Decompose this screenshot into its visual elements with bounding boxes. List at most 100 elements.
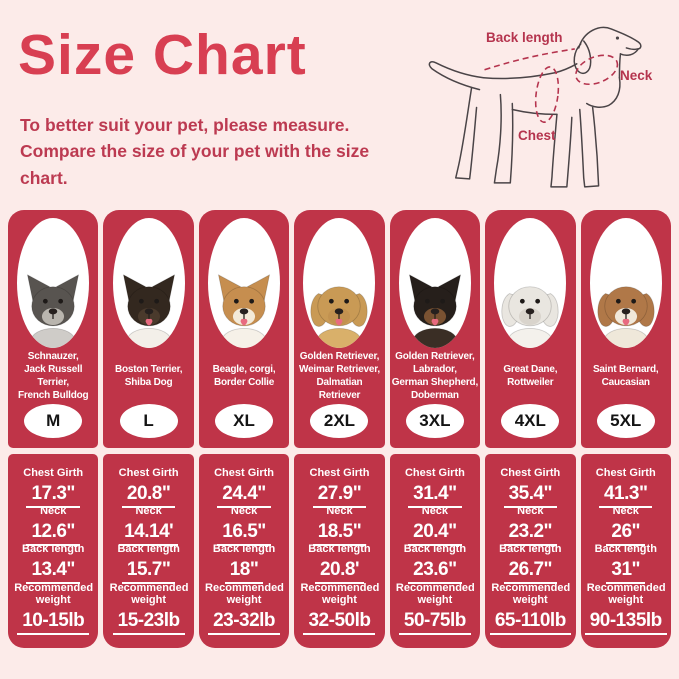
weight-value: 15-23lb <box>112 609 185 635</box>
weight-label: Recommended weight <box>109 581 189 607</box>
dog-ear-outline <box>573 40 592 75</box>
dog-front-leg-near <box>550 113 573 188</box>
dog-rear-leg-near <box>493 93 514 184</box>
breed-names: Boston Terrier, Shiba Dog <box>114 363 183 388</box>
breed-names: Golden Retriever, Weimar Retriever, Dalm… <box>299 350 380 402</box>
breed-card: Beagle, corgi, Border Collie XL <box>198 210 290 448</box>
weight-group: Recommended weight 90-135lb <box>582 581 670 635</box>
neck-group: Neck 20.4" <box>391 505 479 546</box>
size-badge: XL <box>215 404 274 438</box>
back-length-value: 20.8' <box>314 559 364 585</box>
size-badge: 3XL <box>405 404 464 438</box>
dog-photo <box>208 218 281 348</box>
chest-girth-label: Chest Girth <box>118 467 179 479</box>
breed-card: Boston Terrier, Shiba Dog L <box>103 210 194 448</box>
weight-group: Recommended weight 10-15lb <box>9 582 97 635</box>
weight-group: Recommended weight 15-23lb <box>104 581 192 635</box>
neck-measure-ellipse <box>575 54 619 86</box>
chest-girth-group: Chest Girth 31.4" <box>391 467 479 508</box>
neck-value: 12.6" <box>26 520 80 546</box>
chest-girth-value: 31.4" <box>408 482 462 508</box>
size-label: 2XL <box>323 411 356 430</box>
size-badge: 4XL <box>501 404 560 438</box>
size-column: Golden Retriever, Labrador, German Sheph… <box>389 210 481 648</box>
dog-outline-drawing <box>428 26 642 188</box>
back-length-group: Back length 23.6" <box>391 543 479 585</box>
size-label: 3XL <box>419 411 451 430</box>
dog-mouth-line <box>619 48 640 56</box>
breed-names: Schnauzer, Jack Russell Terrier, French … <box>17 350 89 402</box>
dog-photo <box>303 218 376 348</box>
dog-photo <box>589 218 662 348</box>
dog-photo <box>494 218 567 348</box>
neck-value: 23.2" <box>503 520 558 546</box>
neck-label: Neck <box>421 505 449 518</box>
back-length-label: Back length <box>594 543 657 556</box>
breed-card: Golden Retriever, Labrador, German Sheph… <box>389 210 481 448</box>
weight-value: 65-110lb <box>489 609 571 635</box>
chest-girth-group: Chest Girth 24.4" <box>200 467 288 508</box>
dog-photo <box>112 218 185 348</box>
dog-tail-outline <box>428 61 485 91</box>
weight-group: Recommended weight 65-110lb <box>486 582 574 635</box>
back-length-group: Back length 13.4" <box>9 543 97 585</box>
measurements-card: Chest Girth 41.3" Neck 26" Back length 3… <box>580 454 671 648</box>
dog-head-outline <box>578 26 642 51</box>
measurements-card: Chest Girth 17.3" Neck 12.6" Back length… <box>8 454 99 648</box>
breed-names: Golden Retriever, Labrador, German Sheph… <box>391 350 479 402</box>
back-length-value: 13.4" <box>26 559 80 585</box>
back-length-measure-line <box>484 48 575 71</box>
neck-value: 14.14' <box>119 520 179 546</box>
measurements-card: Chest Girth 24.4" Neck 16.5" Back length… <box>198 454 290 648</box>
weight-label: Recommended weight <box>300 581 380 607</box>
back-length-value: 31" <box>606 559 646 585</box>
weight-group: Recommended weight 32-50lb <box>295 581 383 635</box>
back-length-value: 23.6" <box>408 559 462 585</box>
back-length-label: Back length <box>22 543 85 556</box>
weight-value: 90-135lb <box>584 609 667 635</box>
neck-group: Neck 26" <box>582 505 670 546</box>
weight-value: 23-32lb <box>208 609 281 635</box>
size-column: Beagle, corgi, Border Collie XL Chest Gi… <box>198 210 290 648</box>
weight-value: 32-50lb <box>303 609 376 635</box>
chest-girth-group: Chest Girth 35.4" <box>486 467 574 508</box>
neck-group: Neck 23.2" <box>486 505 574 546</box>
breed-names: Great Dane, Rottweiler <box>503 363 558 388</box>
chest-girth-label: Chest Girth <box>309 467 370 479</box>
chest-girth-group: Chest Girth 27.9" <box>295 467 383 508</box>
size-badge: 5XL <box>596 404 655 438</box>
size-label: 5XL <box>610 411 642 430</box>
back-length-group: Back length 15.7" <box>104 543 192 585</box>
back-length-label: Back length <box>403 543 467 556</box>
back-length-label: Back length <box>499 543 562 556</box>
dog-belly-line <box>511 108 558 116</box>
chest-measure-ellipse <box>534 66 560 123</box>
size-label: L <box>143 411 154 430</box>
chest-girth-value: 35.4" <box>503 482 558 508</box>
breed-card: Great Dane, Rottweiler 4XL <box>485 210 576 448</box>
dog-measurement-diagram: Back length Neck Chest <box>422 8 675 202</box>
neck-label: Neck <box>517 505 544 518</box>
neck-label: Neck <box>230 505 258 518</box>
chest-girth-label: Chest Girth <box>214 467 274 479</box>
size-badge: 2XL <box>310 404 369 438</box>
back-length-value: 15.7" <box>121 559 176 585</box>
back-length-label: Back length <box>212 543 276 556</box>
chest-girth-group: Chest Girth 20.8" <box>104 467 192 508</box>
weight-label: Recommended weight <box>205 581 284 607</box>
chest-girth-value: 41.3" <box>598 482 653 508</box>
back-length-label: Back length <box>308 543 371 556</box>
dog-rear-leg-far <box>454 86 478 180</box>
back-length-group: Back length 31" <box>582 543 670 585</box>
chest-girth-label: Chest Girth <box>23 467 84 479</box>
weight-group: Recommended weight 23-32lb <box>200 581 288 635</box>
size-column: Schnauzer, Jack Russell Terrier, French … <box>8 210 99 648</box>
diagram-label-chest: Chest <box>518 128 556 143</box>
measurements-card: Chest Girth 20.8" Neck 14.14' Back lengt… <box>103 454 194 648</box>
chest-girth-group: Chest Girth 17.3" <box>9 467 97 508</box>
size-badge: M <box>24 404 83 438</box>
back-length-value: 26.7" <box>503 559 558 585</box>
back-length-group: Back length 20.8' <box>295 543 383 585</box>
measurements-card: Chest Girth 31.4" Neck 20.4" Back length… <box>389 454 481 648</box>
weight-label: Recommended weight <box>586 581 666 607</box>
